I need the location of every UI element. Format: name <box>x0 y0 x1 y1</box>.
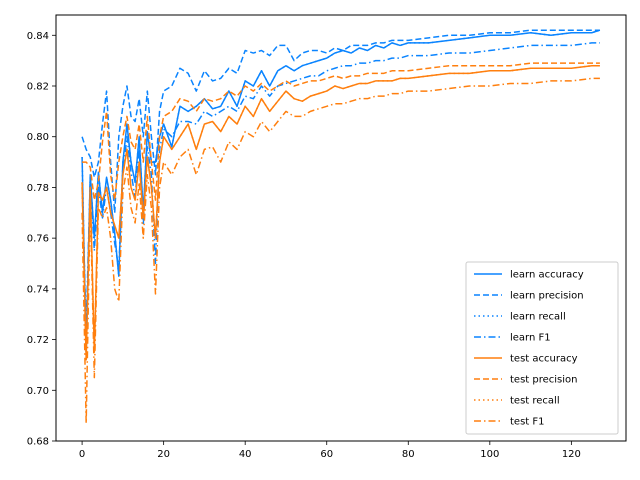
y-tick-label: 0.70 <box>27 386 49 397</box>
x-tick-label: 20 <box>157 449 170 460</box>
series-line-learn-recall <box>81 29 601 353</box>
y-tick-label: 0.72 <box>27 335 49 346</box>
series-line-test-recall <box>81 64 600 361</box>
legend-label: test recall <box>510 396 560 407</box>
legend: learn accuracy learn precision learn recal… <box>465 261 619 435</box>
y-axis: 0.68 0.70 0.72 0.74 0.76 0.78 0.80 0.82 0.84 <box>27 31 56 448</box>
x-tick-label: 120 <box>562 449 581 460</box>
x-axis: 0 20 40 60 80 100 120 <box>79 441 581 460</box>
plot-lines <box>81 29 601 424</box>
y-tick-label: 0.74 <box>27 284 49 295</box>
legend-label: learn precision <box>510 291 584 302</box>
series-line-test-F1 <box>81 77 600 424</box>
x-tick-label: 0 <box>79 449 85 460</box>
legend-box <box>465 261 619 435</box>
y-tick-label: 0.68 <box>27 437 49 448</box>
x-tick-label: 80 <box>402 449 415 460</box>
y-tick-label: 0.78 <box>27 183 49 194</box>
y-tick-label: 0.76 <box>27 234 49 245</box>
legend-label: learn F1 <box>510 333 551 344</box>
y-tick-label: 0.84 <box>27 31 49 42</box>
plot-frame <box>55 14 627 442</box>
legend-label: test precision <box>510 375 578 386</box>
y-tick-label: 0.80 <box>27 132 49 143</box>
legend-label: test accuracy <box>510 354 578 365</box>
x-tick-label: 40 <box>239 449 252 460</box>
legend-label: learn accuracy <box>510 270 584 281</box>
series-line-learn-precision <box>81 29 600 214</box>
x-tick-label: 60 <box>320 449 333 460</box>
y-tick-label: 0.82 <box>27 82 49 93</box>
x-tick-label: 100 <box>480 449 499 460</box>
legend-label: learn recall <box>510 312 566 323</box>
series-line-test-precision <box>82 62 600 201</box>
legend-label: test F1 <box>510 417 545 428</box>
